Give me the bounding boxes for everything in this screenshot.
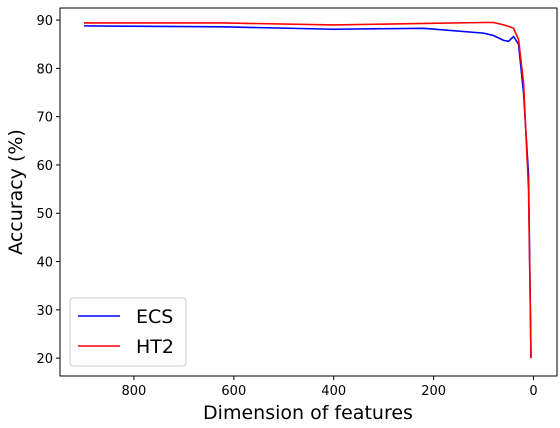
x-tick-label: 0 [529, 384, 537, 399]
legend-label: HT2 [136, 336, 174, 358]
data-line [83, 21, 532, 359]
plot-frame [59, 7, 558, 377]
y-tick-label: 80 [36, 62, 53, 77]
y-tick-label: 30 [36, 304, 53, 319]
y-axis-label: Accuracy (%) [5, 129, 27, 255]
y-tick-label: 60 [36, 159, 53, 174]
y-tick-label: 50 [36, 207, 53, 222]
x-tick-label: 200 [421, 384, 446, 399]
y-tick-label: 70 [36, 111, 53, 126]
legend-box [69, 297, 187, 367]
x-axis-label: Dimension of features [203, 402, 413, 424]
y-tick-label: 20 [36, 352, 53, 367]
y-tick-label: 90 [36, 14, 53, 29]
y-tick-label: 40 [36, 256, 53, 271]
x-tick-label: 600 [221, 384, 246, 399]
legend-label: ECS [136, 306, 173, 328]
x-tick-label: 800 [122, 384, 147, 399]
x-tick-label: 400 [321, 384, 346, 399]
